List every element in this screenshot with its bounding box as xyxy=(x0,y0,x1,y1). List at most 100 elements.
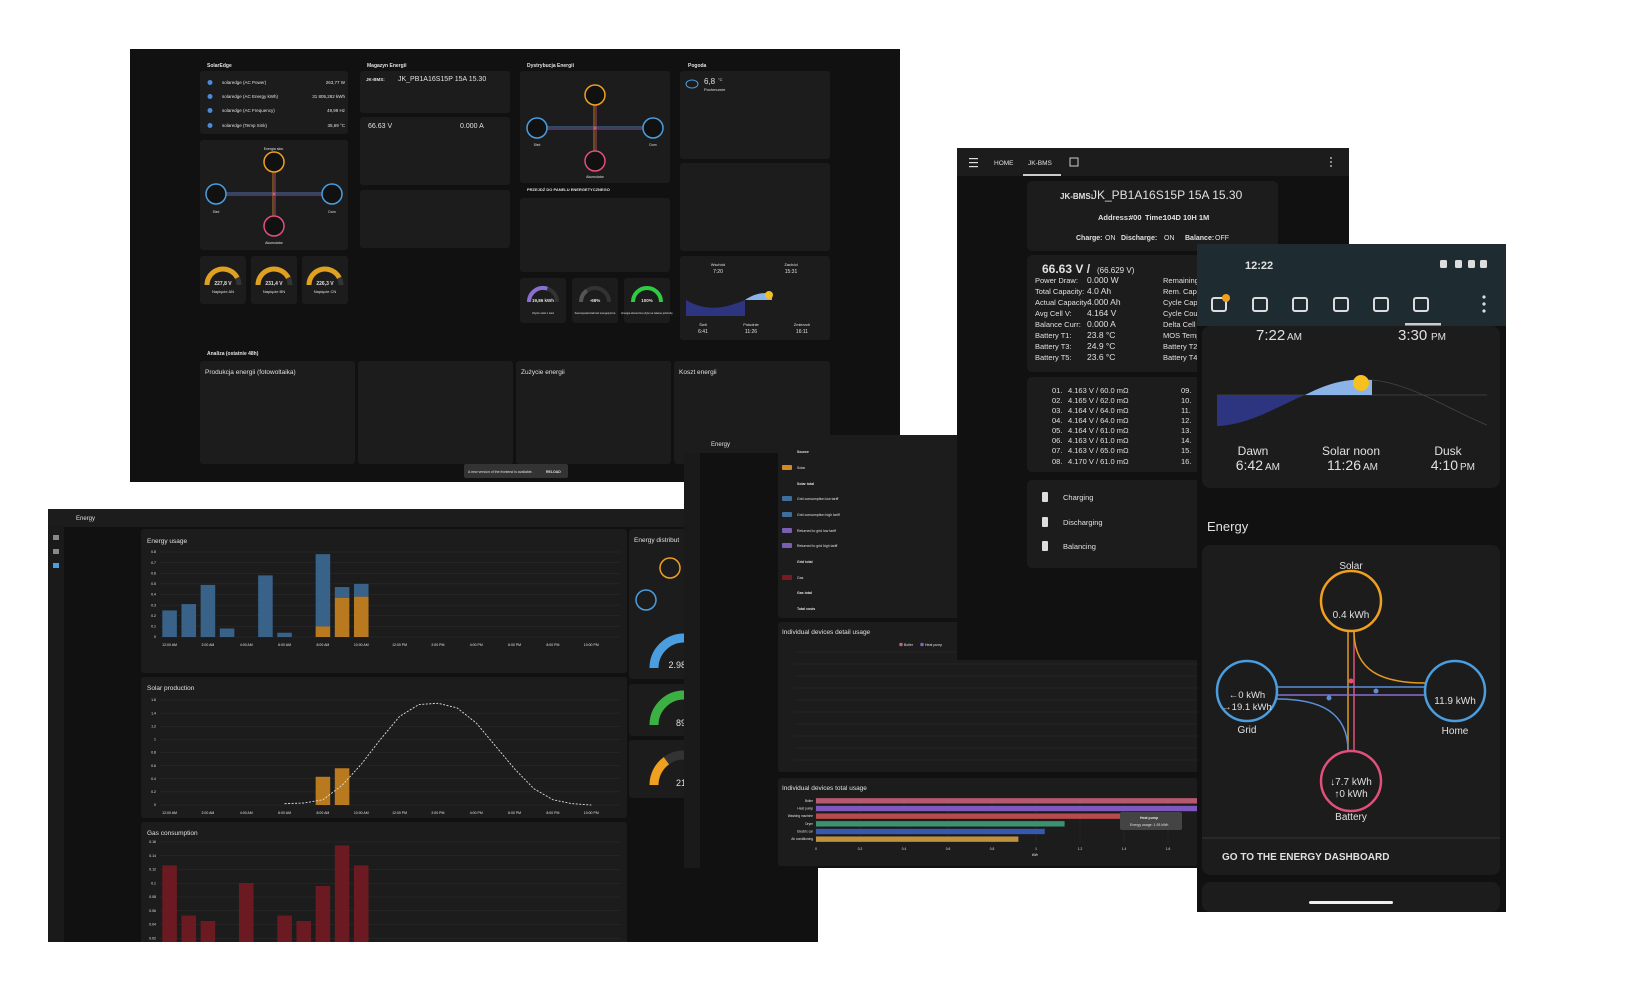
tab-icon xyxy=(1373,297,1389,312)
label: Grid xyxy=(1238,725,1257,736)
night-curve xyxy=(1217,395,1305,426)
label: OFF xyxy=(1215,235,1229,242)
label: Solar noon xyxy=(1322,444,1380,458)
card xyxy=(200,71,348,134)
overflow-dot xyxy=(1482,295,1486,299)
card xyxy=(360,71,510,113)
flow-dot xyxy=(1348,678,1354,684)
swatch xyxy=(782,575,792,580)
y-tick-label: 0.08 xyxy=(149,895,156,899)
switch-label: Charging xyxy=(1063,493,1093,502)
label: 06. xyxy=(1052,436,1062,445)
bar xyxy=(334,597,350,637)
flow-node xyxy=(526,117,548,139)
label: Akumulator xyxy=(265,241,284,245)
flow-node xyxy=(205,183,227,205)
bar xyxy=(334,845,350,942)
label: 16:11 xyxy=(796,329,808,335)
swatch xyxy=(782,512,792,517)
card-title: Produkcja energii (fotowoltaika) xyxy=(205,369,296,376)
card xyxy=(1202,326,1500,488)
label: Zachód xyxy=(784,262,797,267)
label: Power Draw: xyxy=(1035,276,1078,285)
battery-icon xyxy=(1042,541,1048,551)
label: Address: xyxy=(1098,213,1131,222)
label: #00 xyxy=(1129,213,1142,222)
tab-indicator xyxy=(1023,174,1061,176)
sidebar-icon xyxy=(53,563,59,568)
label: Energy xyxy=(1207,519,1249,534)
flow-node xyxy=(263,151,285,173)
bar xyxy=(353,583,369,597)
row-label: solaredge (AC Energy kWh) xyxy=(222,94,279,99)
bar xyxy=(277,915,292,942)
row-label: solaredge (AC Power) xyxy=(222,80,267,85)
gauge-arc xyxy=(255,266,291,286)
label: 104D 10H 1M xyxy=(1163,213,1209,222)
card xyxy=(1027,255,1207,372)
flow-node xyxy=(635,589,657,611)
flow-node xyxy=(1423,659,1487,723)
flow-line xyxy=(1353,630,1426,684)
y-tick-label: 0.06 xyxy=(149,909,156,913)
label: Cycle Coun xyxy=(1163,309,1202,318)
bar xyxy=(816,813,1124,819)
card xyxy=(680,71,830,159)
bar xyxy=(315,776,331,805)
section-header: SolarEdge xyxy=(207,63,232,69)
label: A new version of the frontend is availab… xyxy=(468,470,533,474)
bar xyxy=(162,610,177,637)
gauge-arc xyxy=(204,266,240,286)
menu-icon xyxy=(969,166,978,168)
x-tick-label: 6:00 PM xyxy=(508,811,521,815)
label: →19.1 kWh xyxy=(1222,702,1272,713)
card xyxy=(520,198,670,272)
label: Cycle Capa xyxy=(1163,298,1203,307)
card xyxy=(251,256,297,304)
card xyxy=(1202,882,1500,912)
label: 4.163 V / 61.0 mΩ xyxy=(1068,436,1129,445)
flow-node xyxy=(584,84,606,106)
y-tick-label: 0.1 xyxy=(151,881,156,885)
table-row: Gas total xyxy=(797,591,812,595)
bar xyxy=(816,805,1197,812)
label: Energia słon. xyxy=(264,147,284,151)
legend-dot xyxy=(920,642,924,647)
label: Battery xyxy=(1335,812,1367,823)
label: Dusk xyxy=(1434,444,1462,458)
stat-value: 19,86 kWh xyxy=(532,298,554,303)
bar xyxy=(258,575,273,637)
battery-icon xyxy=(1042,492,1048,502)
label: Battery T1: xyxy=(1035,331,1072,340)
x-tick-label: 4:00 PM xyxy=(470,643,483,647)
y-tick-label: 0.02 xyxy=(149,936,156,940)
menu-icon xyxy=(969,158,978,160)
label: Zmierzch xyxy=(794,322,810,327)
bar xyxy=(353,865,369,942)
sun xyxy=(765,291,773,299)
overflow-dot xyxy=(1482,309,1486,313)
y-tick-label: 1.4 xyxy=(151,711,156,715)
x-tick-label: 10:00 AM xyxy=(354,643,369,647)
gauge-value: 231,4 V xyxy=(265,281,283,287)
label: Balance Curr: xyxy=(1035,320,1081,329)
label: AM xyxy=(1363,462,1378,473)
label: ON xyxy=(1164,235,1175,242)
gauge-arc xyxy=(631,286,663,303)
icon xyxy=(207,123,213,128)
x-tick-label: 0.6 xyxy=(946,847,951,851)
stat-label: Samowystarczalność energetyczna xyxy=(575,311,616,315)
table-row: Source xyxy=(797,450,809,454)
card xyxy=(680,163,830,251)
x-tick-label: 1 xyxy=(1035,847,1037,851)
y-tick-label: 0.6 xyxy=(151,571,156,575)
label: Charge: xyxy=(1076,235,1102,242)
swatch xyxy=(782,465,792,470)
flow-node xyxy=(1319,569,1383,633)
label: 11:26 xyxy=(1327,457,1361,473)
label: Dom xyxy=(649,143,656,147)
label: JK_PB1A16S15P 15A 15.30 xyxy=(398,76,486,83)
stat-value: -68% xyxy=(590,298,601,303)
icon xyxy=(207,80,213,85)
